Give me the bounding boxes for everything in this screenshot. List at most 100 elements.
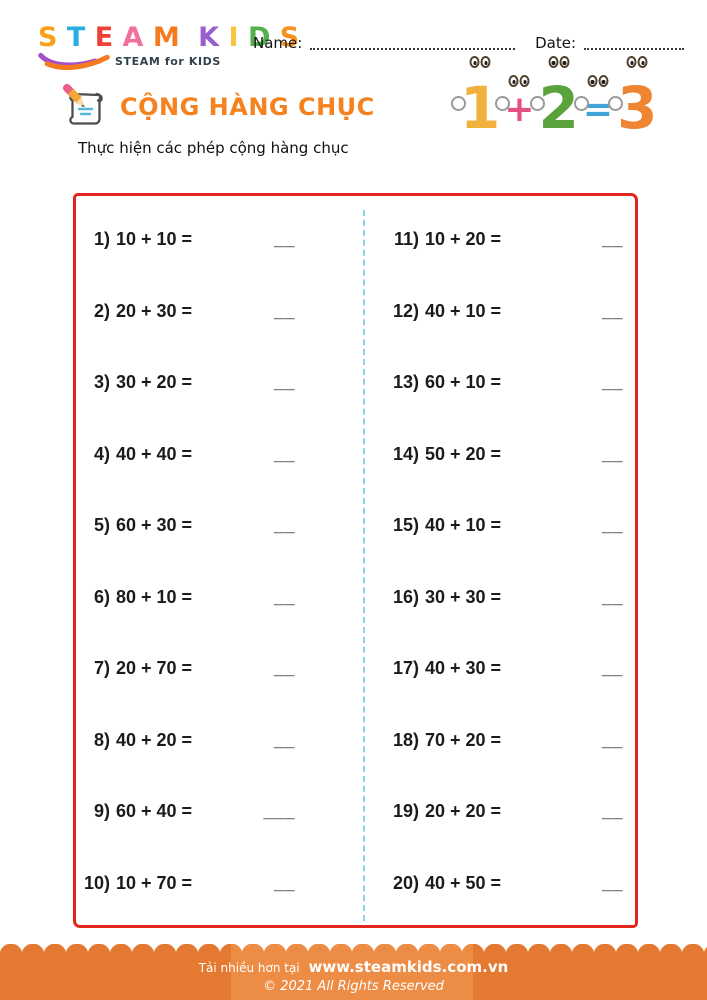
eye-icon bbox=[508, 75, 519, 87]
answer-blank: __ bbox=[273, 515, 295, 536]
answer-blank: __ bbox=[273, 586, 295, 607]
problem-row: 3) 30 + 20 = __ bbox=[76, 347, 363, 419]
logo-swoosh-icon bbox=[38, 52, 110, 70]
problem-number: 14) bbox=[392, 443, 419, 464]
eye-icon bbox=[587, 75, 598, 87]
problem-row: 11) 10 + 20 = __ bbox=[385, 204, 635, 276]
answer-blank: __ bbox=[273, 658, 295, 679]
problem-number: 2) bbox=[93, 300, 110, 321]
problem-row: 18) 70 + 20 = __ bbox=[385, 705, 635, 777]
problem-number: 10) bbox=[83, 872, 110, 893]
problem-row: 17) 40 + 30 = __ bbox=[385, 633, 635, 705]
problem-row: 1) 10 + 10 = __ bbox=[76, 204, 363, 276]
problem-row: 12) 40 + 10 = __ bbox=[385, 276, 635, 348]
problem-number: 20) bbox=[392, 872, 419, 893]
problem-expression: 10 + 20 = bbox=[425, 229, 502, 250]
problem-row: 19) 20 + 20 = __ bbox=[385, 776, 635, 848]
problem-expression: 20 + 70 = bbox=[116, 658, 193, 679]
eyes-icon bbox=[548, 56, 570, 68]
problem-number: 15) bbox=[392, 515, 419, 536]
logo-subline: STEAM for KIDS bbox=[38, 52, 299, 70]
problem-expression: 20 + 20 = bbox=[425, 801, 502, 822]
problem-expression: 20 + 30 = bbox=[116, 300, 193, 321]
answer-blank: __ bbox=[601, 586, 623, 607]
answer-blank: __ bbox=[273, 300, 295, 321]
problem-row: 7) 20 + 70 = __ bbox=[76, 633, 363, 705]
problem-expression: 60 + 10 = bbox=[425, 372, 502, 393]
character-glyph: = bbox=[582, 88, 614, 130]
eyes-icon bbox=[626, 56, 648, 68]
column-divider bbox=[363, 210, 365, 921]
name-label: Name: bbox=[253, 34, 303, 52]
date-label: Date: bbox=[535, 34, 576, 52]
problem-expression: 10 + 70 = bbox=[116, 872, 193, 893]
answer-blank: __ bbox=[601, 372, 623, 393]
logo-letter: I bbox=[228, 22, 239, 53]
problem-number: 4) bbox=[93, 443, 110, 464]
answer-blank: __ bbox=[601, 872, 623, 893]
eyes-icon bbox=[508, 75, 530, 87]
problem-number: 8) bbox=[93, 729, 110, 750]
number-character: 1 bbox=[450, 56, 502, 137]
number-character: = bbox=[573, 62, 615, 136]
footer: Tải nhiều hơn tại www.steamkids.com.vn ©… bbox=[0, 944, 707, 1000]
problem-row: 9) 60 + 40 = ___ bbox=[76, 776, 363, 848]
number-character: + bbox=[495, 62, 536, 136]
problem-number: 3) bbox=[93, 372, 110, 393]
logo-letter: M bbox=[152, 22, 180, 53]
numbers-123-illustration: 1 + 2 = bbox=[450, 56, 659, 142]
footer-band-background bbox=[231, 955, 473, 1000]
problem-number: 18) bbox=[392, 729, 419, 750]
problem-expression: 30 + 30 = bbox=[425, 586, 502, 607]
eye-icon bbox=[480, 56, 491, 68]
title-row: CỘNG HÀNG CHỤC bbox=[62, 84, 375, 130]
problem-number: 16) bbox=[392, 586, 419, 607]
logo-tagline: STEAM for KIDS bbox=[115, 55, 221, 68]
answer-blank: __ bbox=[601, 229, 623, 250]
answer-blank: __ bbox=[601, 729, 623, 750]
problem-row: 14) 50 + 20 = __ bbox=[385, 419, 635, 491]
problem-number: 1) bbox=[93, 229, 110, 250]
worksheet-frame: 1) 10 + 10 = __ 2) 20 + 30 = __ 3) 30 + … bbox=[73, 193, 638, 928]
problem-expression: 40 + 10 = bbox=[425, 300, 502, 321]
answer-blank: __ bbox=[601, 658, 623, 679]
logo-letter: K bbox=[198, 22, 220, 53]
problem-number: 17) bbox=[392, 658, 419, 679]
answer-blank: __ bbox=[273, 372, 295, 393]
instructions-text: Thực hiện các phép cộng hàng chục bbox=[78, 139, 349, 157]
problem-row: 2) 20 + 30 = __ bbox=[76, 276, 363, 348]
problem-number: 13) bbox=[392, 372, 419, 393]
problem-row: 6) 80 + 10 = __ bbox=[76, 562, 363, 634]
number-character: 3 bbox=[608, 56, 659, 142]
problem-number: 5) bbox=[93, 515, 110, 536]
date-write-line bbox=[584, 36, 684, 50]
problem-number: 11) bbox=[393, 229, 419, 250]
footer-website-url: www.steamkids.com.vn bbox=[308, 958, 509, 976]
character-glyph: + bbox=[504, 88, 535, 130]
answer-blank: __ bbox=[601, 443, 623, 464]
footer-text: Tải nhiều hơn tại www.steamkids.com.vn ©… bbox=[0, 958, 707, 994]
eyes-icon bbox=[469, 56, 491, 68]
problem-row: 13) 60 + 10 = __ bbox=[385, 347, 635, 419]
eye-icon bbox=[559, 56, 570, 68]
problem-row: 10) 10 + 70 = __ bbox=[76, 848, 363, 920]
answer-blank: __ bbox=[273, 229, 295, 250]
problem-expression: 70 + 20 = bbox=[425, 729, 502, 750]
problems-column-left: 1) 10 + 10 = __ 2) 20 + 30 = __ 3) 30 + … bbox=[76, 204, 363, 919]
problem-expression: 40 + 30 = bbox=[425, 658, 502, 679]
character-glyph: 3 bbox=[617, 73, 658, 142]
answer-blank: __ bbox=[273, 729, 295, 750]
problem-row: 5) 60 + 30 = __ bbox=[76, 490, 363, 562]
problem-expression: 30 + 20 = bbox=[116, 372, 193, 393]
steamkids-logo: S T E A M K I D S STEAM for KIDS bbox=[38, 24, 299, 70]
character-glyph: 2 bbox=[538, 73, 579, 142]
eye-icon bbox=[548, 56, 559, 68]
eye-icon bbox=[469, 56, 480, 68]
problem-number: 9) bbox=[93, 801, 110, 822]
problem-expression: 80 + 10 = bbox=[116, 586, 193, 607]
eye-icon bbox=[626, 56, 637, 68]
answer-blank: __ bbox=[601, 515, 623, 536]
pencil-and-scroll-icon bbox=[63, 84, 103, 125]
eye-icon bbox=[637, 56, 648, 68]
name-write-line bbox=[310, 36, 516, 50]
